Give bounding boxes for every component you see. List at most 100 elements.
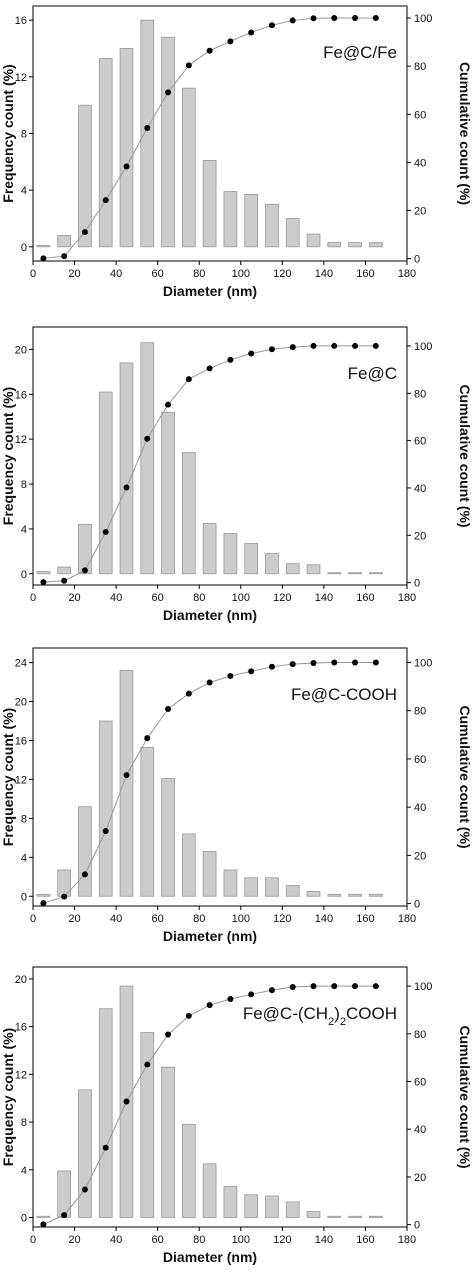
y2-tick-label: 20 <box>414 1172 426 1184</box>
chart-panel-3: 0 20 40 60 80 100 120 140 160 180 0 4 8 12 16 20 24 0 20 40… <box>0 647 473 944</box>
y-tick-label: 16 <box>15 735 27 747</box>
histogram-bar <box>161 778 175 897</box>
x-tick-label: 80 <box>193 913 205 925</box>
cumulative-point <box>81 567 88 574</box>
histogram-bar <box>306 1211 321 1218</box>
sample-annotation: Fe@C/Fe <box>323 43 397 62</box>
cumulative-point <box>248 29 255 36</box>
x-tick-label: 120 <box>273 268 291 280</box>
cumulative-point <box>289 344 296 351</box>
cumulative-point <box>268 22 275 29</box>
x-tick-label: 40 <box>110 1234 122 1246</box>
cumulative-point <box>123 163 130 170</box>
histogram-bar <box>368 893 383 897</box>
y-axis-label: Frequency count (%) <box>0 387 16 525</box>
x-tick-label: 0 <box>30 913 36 925</box>
sample-annotation: Fe@C-(CH2)2COOH <box>243 1004 397 1028</box>
y2-tick-label: 80 <box>414 1029 426 1041</box>
x-tick-label: 160 <box>356 1234 374 1246</box>
cumulative-point <box>144 735 151 742</box>
histogram-bar <box>161 411 175 575</box>
histogram-bar <box>285 885 300 897</box>
y2-tick-label: 80 <box>414 388 426 400</box>
histogram-bar <box>161 36 175 248</box>
histogram-bar <box>36 245 51 248</box>
cumulative-point <box>227 38 234 45</box>
y-tick-label: 16 <box>15 389 27 401</box>
cumulative-point <box>310 15 317 22</box>
cumulative-point <box>165 1031 172 1038</box>
histogram-bar <box>285 1201 300 1218</box>
x-tick-label: 80 <box>193 1234 205 1246</box>
histogram-bar <box>98 58 113 248</box>
y-tick-label: 0 <box>21 1212 27 1224</box>
cumulative-point <box>310 342 317 349</box>
y2-axis-label: Cumulative count (%) <box>457 705 473 848</box>
cumulative-point <box>310 983 317 990</box>
histogram-bar <box>306 890 321 897</box>
chart-panel-2: 0 20 40 60 80 100 120 140 160 180 0 4 8 12 16 20 0 20 40 60… <box>0 326 473 623</box>
y2-axis-label: Cumulative count (%) <box>457 384 473 527</box>
y2-tick-label: 0 <box>414 1220 420 1232</box>
histogram-bar <box>223 869 238 897</box>
histogram-bar <box>119 48 134 248</box>
y-tick-label: 4 <box>21 524 27 536</box>
y2-tick-label: 0 <box>414 578 420 590</box>
y2-tick-label: 40 <box>414 1124 426 1136</box>
histogram-bar <box>244 194 259 248</box>
x-axis-label: Diameter (nm) <box>163 607 257 623</box>
x-tick-label: 100 <box>232 592 250 604</box>
y-tick-label: 0 <box>21 242 27 254</box>
y-tick-label: 12 <box>15 72 27 84</box>
histogram-bar <box>223 532 238 575</box>
x-tick-label: 160 <box>356 913 374 925</box>
y2-tick-label: 0 <box>414 899 420 911</box>
y-tick-label: 4 <box>21 852 27 864</box>
cumulative-point <box>165 401 172 408</box>
cumulative-point <box>206 679 213 686</box>
histogram-bar <box>368 1215 383 1218</box>
cumulative-point <box>227 672 234 679</box>
x-tick-label: 100 <box>232 1234 250 1246</box>
y-tick-label: 24 <box>15 658 27 670</box>
x-tick-label: 140 <box>315 1234 333 1246</box>
cumulative-point <box>61 1212 68 1219</box>
histogram-bar <box>306 233 321 248</box>
cumulative-point <box>40 579 47 586</box>
histogram-bar <box>181 1124 196 1218</box>
cumulative-point <box>248 668 255 675</box>
histogram-bar <box>78 1089 92 1218</box>
histogram-bar <box>348 242 362 248</box>
chart-panel-4: 0 20 40 60 80 100 120 140 160 180 0 4 8 12 16 20 0 20 40 60… <box>0 966 473 1265</box>
histogram-bar <box>181 87 196 248</box>
y-tick-label: 12 <box>15 434 27 446</box>
cumulative-point <box>331 659 338 666</box>
histogram-bar <box>265 553 279 575</box>
cumulative-point <box>165 706 172 713</box>
y-axis-label: Frequency count (%) <box>0 64 16 202</box>
x-tick-label: 60 <box>152 592 164 604</box>
cumulative-point <box>372 983 379 990</box>
y-tick-label: 8 <box>21 813 27 825</box>
histogram-bar <box>140 746 155 897</box>
y2-tick-label: 100 <box>414 13 432 25</box>
y2-tick-label: 60 <box>414 436 426 448</box>
histogram-bar <box>327 572 342 575</box>
histogram-bar <box>327 893 342 897</box>
y2-tick-label: 60 <box>414 754 426 766</box>
x-tick-label: 100 <box>232 913 250 925</box>
x-tick-label: 80 <box>193 592 205 604</box>
x-tick-label: 0 <box>30 1234 36 1246</box>
cumulative-point <box>352 659 359 666</box>
histogram-bar <box>202 522 217 575</box>
plot-frame <box>32 326 408 586</box>
cumulative-point <box>331 15 338 22</box>
y-tick-label: 12 <box>15 1069 27 1081</box>
histogram-bar <box>244 877 259 897</box>
x-tick-label: 120 <box>273 913 291 925</box>
cumulative-point <box>206 47 213 54</box>
x-tick-label: 140 <box>315 913 333 925</box>
y2-axis-label: Cumulative count (%) <box>457 1025 473 1168</box>
cumulative-point <box>81 1186 88 1193</box>
